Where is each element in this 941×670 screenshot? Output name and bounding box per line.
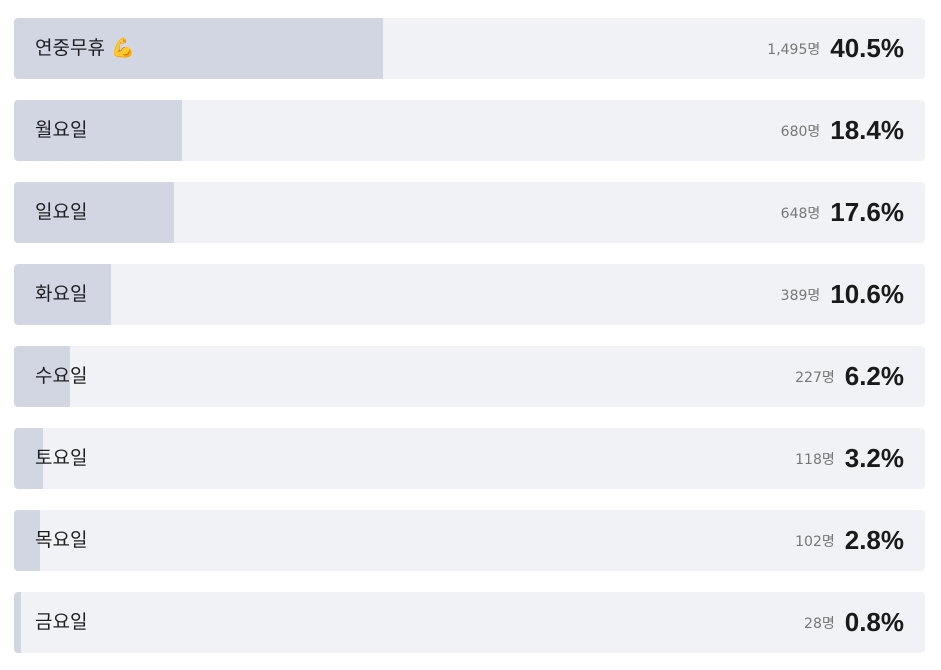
vote-percent: 40.5% <box>830 33 904 63</box>
vote-percent: 3.2% <box>844 443 904 473</box>
vote-percent: 0.8% <box>844 607 904 637</box>
option-label: 월요일 <box>35 119 88 141</box>
percent-bar <box>14 592 22 653</box>
poll-option: 수요일 227명 6.2% <box>14 346 925 407</box>
vote-count: 389명 <box>780 287 821 304</box>
vote-count: 680명 <box>780 123 821 140</box>
poll-option: 토요일 118명 3.2% <box>14 428 925 489</box>
option-label: 화요일 <box>35 283 88 305</box>
option-label: 연중무휴 💪 <box>35 37 135 59</box>
poll-option: 화요일 389명 10.6% <box>14 264 925 325</box>
option-label: 일요일 <box>35 201 88 223</box>
poll-option: 일요일 648명 17.6% <box>14 182 925 243</box>
percent-bar <box>14 264 111 325</box>
option-label: 금요일 <box>35 611 88 633</box>
vote-count: 1,495명 <box>767 41 821 58</box>
option-stats: 118명 3.2% <box>795 428 904 489</box>
option-stats: 680명 18.4% <box>781 100 904 161</box>
percent-bar <box>14 18 383 79</box>
poll-option: 금요일 28명 0.8% <box>14 592 925 653</box>
vote-percent: 17.6% <box>830 197 904 227</box>
poll-option: 월요일 680명 18.4% <box>14 100 925 161</box>
option-stats: 28명 0.8% <box>804 592 904 653</box>
option-label: 목요일 <box>35 529 88 551</box>
percent-bar <box>14 510 40 571</box>
option-label: 토요일 <box>35 447 88 469</box>
vote-percent: 2.8% <box>844 525 904 555</box>
percent-bar <box>14 346 71 407</box>
vote-count: 118명 <box>795 451 835 468</box>
vote-count: 227명 <box>795 369 835 386</box>
option-stats: 389명 10.6% <box>781 264 904 325</box>
vote-count: 648명 <box>780 205 821 222</box>
option-label: 수요일 <box>35 365 88 387</box>
percent-bar <box>14 182 175 243</box>
percent-bar <box>14 428 44 489</box>
option-stats: 1,495명 40.5% <box>767 18 904 79</box>
vote-percent: 10.6% <box>830 279 904 309</box>
option-stats: 227명 6.2% <box>795 346 904 407</box>
percent-bar <box>14 100 182 161</box>
vote-percent: 18.4% <box>830 115 904 145</box>
vote-percent: 6.2% <box>844 361 904 391</box>
vote-count: 102명 <box>795 533 835 550</box>
option-stats: 102명 2.8% <box>795 510 904 571</box>
poll-option: 연중무휴 💪 1,495명 40.5% <box>14 18 925 79</box>
poll-option: 목요일 102명 2.8% <box>14 510 925 571</box>
vote-count: 28명 <box>804 615 835 632</box>
option-stats: 648명 17.6% <box>781 182 904 243</box>
